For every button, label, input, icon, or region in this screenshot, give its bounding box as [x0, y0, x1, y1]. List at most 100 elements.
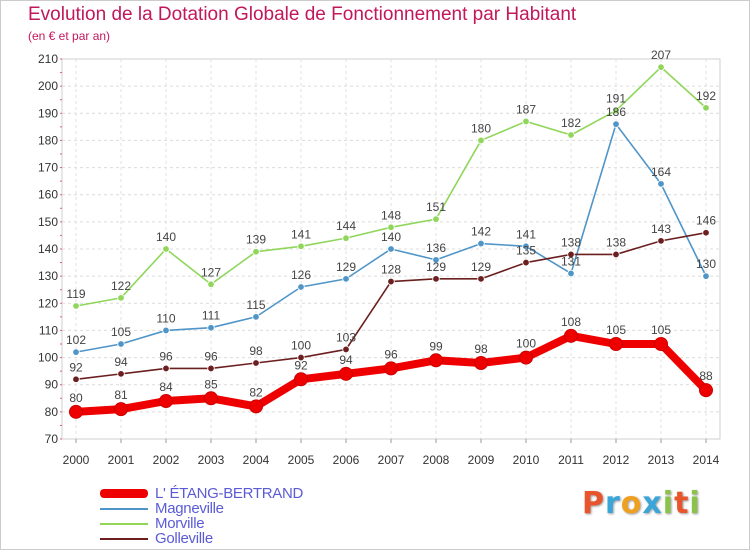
legend-item-magneville: Magneville	[100, 500, 400, 517]
data-label: 146	[696, 214, 716, 228]
data-label: 207	[651, 48, 671, 62]
data-label: 108	[561, 315, 581, 329]
data-label: 98	[249, 344, 263, 358]
series-point-1	[387, 245, 395, 253]
data-label: 115	[246, 298, 265, 312]
series-point-0	[72, 302, 80, 310]
x-tick-label: 2004	[243, 453, 270, 467]
series-point-0	[477, 136, 485, 145]
data-label: 102	[66, 333, 86, 347]
y-tick-label: 140	[38, 242, 58, 256]
series-point-2	[342, 345, 350, 354]
data-label: 139	[246, 233, 266, 247]
data-label: 131	[561, 254, 581, 268]
data-label: 129	[426, 260, 446, 274]
series-point-2	[702, 229, 710, 237]
data-label: 81	[114, 388, 128, 402]
series-point-1	[207, 324, 215, 332]
data-label: 94	[114, 355, 128, 369]
series-point-0	[117, 294, 125, 302]
series-point-0	[207, 280, 215, 288]
y-tick-label: 180	[38, 133, 58, 147]
data-label: 82	[249, 385, 263, 399]
x-tick-label: 2003	[198, 453, 225, 467]
series-point-3	[204, 391, 218, 406]
data-label: 98	[474, 342, 488, 356]
series-point-1	[162, 326, 170, 335]
series-point-3	[69, 404, 83, 419]
data-label: 122	[111, 279, 131, 293]
axes: 7080901001101201301401501601701801902002…	[38, 52, 720, 467]
data-label: 151	[426, 200, 446, 214]
legend-item-golleville: Golleville	[100, 530, 400, 547]
series-point-3	[114, 402, 128, 417]
y-tick-label: 100	[38, 351, 58, 365]
y-tick-label: 190	[38, 106, 58, 120]
data-label: 129	[336, 260, 356, 274]
series-point-1	[297, 283, 305, 291]
data-label: 141	[516, 227, 536, 241]
x-tick-label: 2009	[468, 453, 495, 467]
series-point-1	[522, 242, 530, 250]
logo-letter: i	[662, 486, 675, 521]
series-point-0	[657, 63, 665, 71]
legend-swatch-morville	[100, 523, 148, 525]
logo-letter: r	[605, 486, 621, 521]
y-tick-label: 170	[38, 161, 58, 175]
legend-label-golleville: Golleville	[155, 530, 213, 547]
data-label: 88	[699, 369, 713, 383]
series-point-1	[342, 275, 350, 283]
x-tick-label: 2007	[378, 453, 405, 467]
logo-letter: t	[674, 486, 690, 521]
y-tick-label: 110	[39, 323, 58, 337]
data-label: 96	[384, 347, 398, 361]
data-label: 84	[159, 380, 173, 394]
data-label: 187	[516, 102, 536, 116]
series-point-3	[294, 372, 308, 387]
series-point-2	[387, 277, 395, 286]
series-layer	[69, 63, 713, 419]
legend-swatch-magneville	[100, 508, 148, 510]
series-point-1	[252, 313, 260, 321]
series-point-3	[654, 337, 668, 351]
logo-letter: o	[620, 486, 643, 521]
series-point-2	[432, 275, 440, 283]
x-tick-label: 2005	[288, 453, 315, 467]
series-point-3	[249, 399, 263, 414]
series-point-0	[702, 104, 710, 112]
series-point-2	[612, 250, 620, 259]
series-point-3	[699, 383, 713, 398]
series-point-1	[72, 348, 80, 356]
data-label: 96	[159, 349, 173, 363]
data-label: 119	[66, 287, 85, 301]
series-point-1	[702, 272, 710, 280]
series-point-1	[612, 120, 620, 128]
legend-label-etang-bertrand: L' ÉTANG-BERTRAND	[155, 485, 304, 502]
legend-swatch-etang-bertrand	[100, 489, 148, 498]
data-label: 144	[336, 219, 356, 233]
series-point-1	[657, 180, 665, 188]
logo-letter: x	[642, 486, 663, 521]
data-label: 140	[156, 230, 176, 244]
series-point-3	[384, 361, 398, 376]
data-label: 99	[429, 339, 443, 353]
x-tick-label: 2000	[63, 453, 90, 467]
data-label: 105	[651, 323, 671, 337]
x-tick-label: 2002	[153, 453, 180, 467]
x-tick-label: 2011	[558, 453, 584, 467]
logo-letter: i	[689, 486, 701, 521]
data-label: 138	[561, 235, 581, 249]
data-label: 191	[606, 92, 626, 106]
x-tick-label: 2013	[648, 453, 675, 467]
data-label: 130	[696, 257, 716, 271]
data-label: 140	[381, 230, 401, 244]
data-labels: 119 122 140 127 139 141 144 148 151 180 187 182 191 2…	[66, 48, 716, 405]
series-point-0	[342, 234, 350, 242]
data-label: 129	[471, 260, 491, 274]
data-label: 96	[204, 349, 218, 363]
series-point-0	[612, 106, 620, 115]
x-tick-label: 2008	[423, 453, 450, 467]
data-label: 148	[381, 208, 401, 222]
series-point-2	[252, 359, 260, 367]
